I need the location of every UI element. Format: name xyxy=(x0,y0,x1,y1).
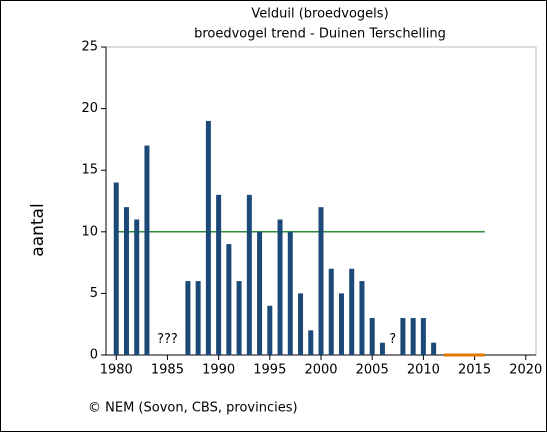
x-tick-label: 2010 xyxy=(407,363,440,378)
y-tick-label: 0 xyxy=(90,348,98,363)
x-tick-label: 2015 xyxy=(458,363,491,378)
x-tick-label: 1980 xyxy=(100,363,133,378)
annotation: ??? xyxy=(157,332,178,347)
bar xyxy=(267,305,273,355)
y-tick-label: 25 xyxy=(81,40,98,55)
bar xyxy=(216,194,222,355)
x-tick-label: 2000 xyxy=(304,363,337,378)
bar xyxy=(420,318,426,355)
bar xyxy=(123,207,129,355)
bar xyxy=(410,318,416,355)
annotation: ? xyxy=(389,332,396,347)
x-tick-label: 1995 xyxy=(253,363,286,378)
y-tick-label: 5 xyxy=(90,286,98,301)
bar xyxy=(257,231,263,355)
bar xyxy=(349,268,355,355)
bar xyxy=(369,318,375,355)
bar xyxy=(195,281,201,355)
bar xyxy=(205,120,211,355)
bar xyxy=(287,231,293,355)
bar xyxy=(144,145,150,355)
chart-title: Velduil (broedvogels) xyxy=(251,7,388,22)
y-tick-label: 15 xyxy=(81,163,98,178)
y-tick-label: 20 xyxy=(81,101,98,116)
bar xyxy=(379,342,385,355)
bar xyxy=(328,268,334,355)
bar xyxy=(359,281,365,355)
y-axis-label: aantal xyxy=(28,203,48,256)
bar xyxy=(246,194,252,355)
footer: © NEM (Sovon, CBS, provincies) xyxy=(88,401,298,416)
bar xyxy=(431,342,437,355)
bar xyxy=(400,318,406,355)
bar xyxy=(318,207,324,355)
bar xyxy=(113,182,119,355)
bar xyxy=(277,219,283,355)
x-tick-label: 2020 xyxy=(509,363,542,378)
bar xyxy=(134,219,140,355)
bar xyxy=(338,293,344,355)
bar xyxy=(226,244,232,355)
bar xyxy=(298,293,304,355)
x-tick-label: 1985 xyxy=(151,363,184,378)
x-tick-label: 1990 xyxy=(202,363,235,378)
y-tick-label: 10 xyxy=(81,224,98,239)
bar xyxy=(185,281,191,355)
chart-subtitle: broedvogel trend - Duinen Terschelling xyxy=(194,27,446,42)
bar xyxy=(236,281,242,355)
bar xyxy=(308,330,314,355)
x-tick-label: 2005 xyxy=(356,363,389,378)
